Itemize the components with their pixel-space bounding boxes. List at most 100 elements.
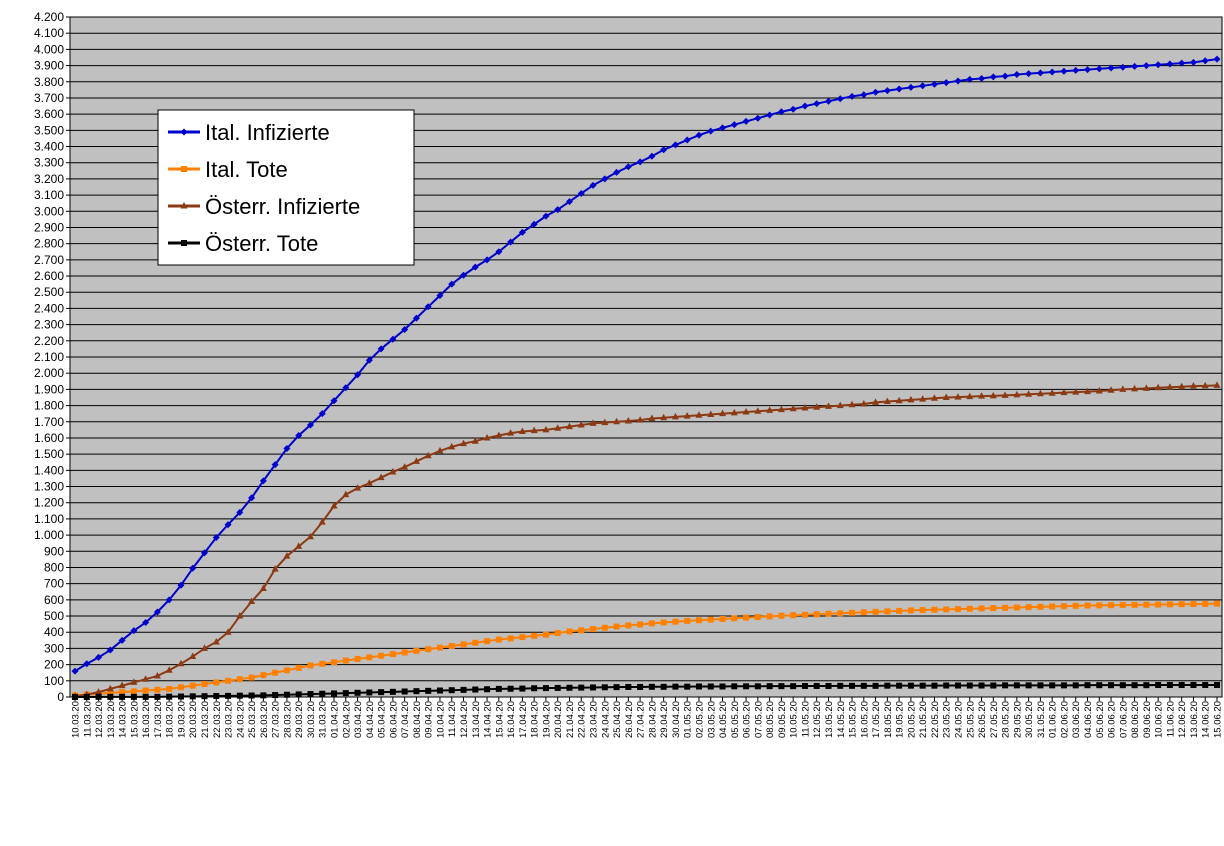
data-point: [907, 682, 914, 689]
series-1: [72, 600, 1220, 699]
data-point: [919, 607, 926, 614]
data-point: [931, 682, 938, 689]
data-point: [989, 73, 997, 81]
data-point: [1048, 68, 1056, 76]
data-point: [884, 682, 891, 689]
data-point: [943, 606, 950, 613]
data-point: [671, 141, 679, 149]
data-point: [743, 614, 750, 621]
x-tick-label: 07.05.20: [753, 701, 764, 738]
data-point: [424, 303, 432, 311]
x-tick-label: 20.05.20: [906, 701, 917, 738]
data-point: [601, 418, 609, 426]
data-point: [742, 117, 750, 125]
data-point: [719, 683, 726, 690]
x-tick-label: 19.04.20: [541, 701, 552, 738]
data-point: [707, 127, 715, 135]
data-point: [1001, 72, 1009, 80]
data-point: [271, 565, 279, 572]
x-tick-label: 29.04.20: [659, 701, 670, 738]
data-point: [1083, 66, 1091, 74]
x-tick-label: 24.03.20: [235, 701, 246, 738]
data-point: [401, 649, 408, 656]
data-point: [236, 508, 244, 516]
x-tick-label: 22.05.20: [930, 701, 941, 738]
data-point: [283, 444, 291, 452]
x-tick-label: 14.04.20: [483, 701, 494, 738]
y-tick-label: 1.100: [34, 512, 64, 526]
data-point: [931, 606, 938, 613]
data-point: [436, 644, 443, 651]
x-tick-label: 02.05.20: [694, 701, 705, 738]
data-point: [354, 371, 362, 379]
data-point: [507, 238, 515, 246]
data-point: [165, 666, 173, 673]
data-point: [507, 429, 515, 436]
data-point: [460, 271, 468, 279]
data-point: [483, 256, 491, 264]
y-tick-label: 100: [44, 674, 64, 688]
data-point: [836, 95, 844, 103]
data-point: [1119, 682, 1126, 689]
y-tick-label: 3.200: [34, 172, 64, 186]
data-point: [530, 426, 538, 434]
data-point: [236, 692, 243, 699]
data-point: [201, 644, 209, 651]
data-point: [824, 402, 832, 409]
data-point: [130, 688, 137, 695]
x-tick-label: 05.05.20: [730, 701, 741, 738]
data-point: [259, 477, 267, 485]
x-tick-label: 10.04.20: [435, 701, 446, 738]
data-point: [295, 542, 303, 549]
data-point: [330, 501, 338, 509]
data-point: [142, 687, 149, 694]
x-tick-label: 15.04.20: [494, 701, 505, 738]
data-point: [789, 105, 797, 113]
data-point: [519, 634, 526, 641]
data-point: [248, 674, 255, 681]
data-point: [1072, 602, 1079, 609]
data-point: [1013, 604, 1020, 611]
x-tick-label: 01.05.20: [683, 701, 694, 738]
data-point: [248, 692, 255, 699]
y-tick-label: 3.600: [34, 107, 64, 121]
data-point: [1025, 604, 1032, 611]
x-tick-label: 14.06.20: [1201, 701, 1212, 738]
data-point: [248, 597, 256, 604]
data-point: [825, 610, 832, 617]
data-point: [519, 685, 526, 692]
data-point: [1095, 387, 1103, 394]
x-tick-label: 10.05.20: [789, 701, 800, 738]
data-point: [930, 394, 938, 401]
data-point: [683, 136, 691, 144]
x-tick-label: 03.06.20: [1071, 701, 1082, 738]
data-point: [989, 391, 997, 399]
x-tick-label: 11.06.20: [1165, 701, 1176, 737]
x-tick-label: 30.04.20: [671, 701, 682, 738]
legend-swatch-marker: [180, 128, 188, 136]
data-point: [401, 463, 409, 470]
data-point: [213, 679, 220, 686]
data-point: [589, 181, 597, 189]
data-point: [672, 683, 679, 690]
y-tick-label: 2.500: [34, 285, 64, 299]
data-point: [613, 623, 620, 630]
data-point: [825, 682, 832, 689]
data-point: [83, 694, 90, 700]
data-point: [1036, 69, 1044, 77]
data-point: [1166, 682, 1173, 689]
x-tick-label: 15.06.20: [1213, 701, 1224, 738]
data-point: [1025, 390, 1033, 397]
data-point: [754, 407, 762, 414]
data-point: [472, 639, 479, 646]
x-tick-label: 20.04.20: [553, 701, 564, 738]
x-tick-label: 12.03.20: [94, 701, 105, 738]
data-point: [671, 412, 679, 420]
y-tick-label: 3.300: [34, 156, 64, 170]
data-point: [730, 408, 738, 416]
legend-label: Österr. Infizierte: [205, 194, 360, 219]
data-point: [130, 693, 137, 700]
y-tick-label: 2.000: [34, 366, 64, 380]
data-point: [601, 684, 608, 691]
